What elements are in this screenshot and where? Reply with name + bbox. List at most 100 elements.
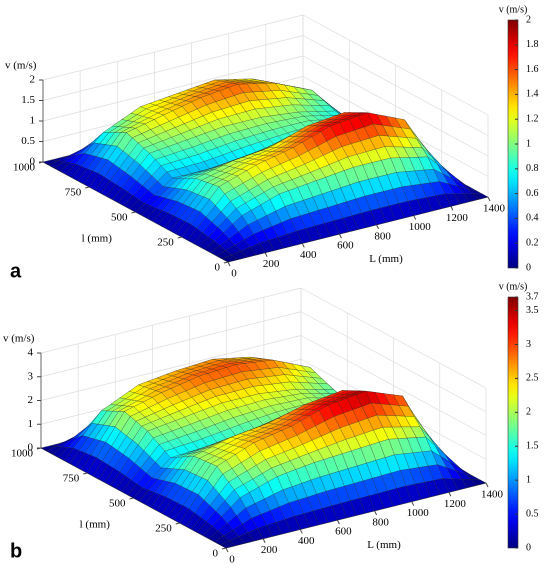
colorbar — [507, 296, 519, 549]
colorbar-tick-label: 0.6 — [526, 188, 539, 199]
x-tick — [374, 510, 378, 516]
colorbar-tick-label: 2 — [526, 14, 531, 25]
colorbar-tick-label: 1 — [526, 474, 531, 485]
x-tick-label: 0 — [229, 554, 235, 566]
x-tick-label: 200 — [261, 544, 278, 556]
x-tick-label: 1400 — [481, 489, 504, 501]
x-tick — [487, 196, 491, 202]
z-axis-label: v (m/s) — [5, 60, 37, 72]
x-tick-label: 800 — [372, 516, 389, 528]
x-tick-label: 1200 — [446, 212, 469, 224]
grid-line — [300, 335, 487, 436]
z-tick-label: 0 — [28, 442, 34, 454]
colorbar-label: v (m/s) — [499, 4, 528, 15]
colorbar-tick-label: 0.8 — [526, 163, 539, 174]
colorbar-tick-label: 3.7 — [526, 291, 539, 302]
colorbar-tick-label: 0 — [526, 262, 531, 273]
colorbar-tick-label: 1 — [526, 138, 531, 149]
colorbar-tick-label: 2 — [526, 407, 531, 418]
x-tick-label: 1000 — [407, 507, 430, 519]
x-tick — [413, 215, 417, 220]
colorbar-tick-label: 1.6 — [526, 64, 539, 75]
z-tick-label: 1 — [30, 115, 36, 127]
y-tick — [85, 186, 90, 189]
y-tick-label: 1000 — [11, 448, 34, 460]
colorbar-tick-label: 0.4 — [526, 213, 539, 224]
y-tick-label: 250 — [157, 237, 174, 249]
x-tick-label: 800 — [374, 230, 391, 242]
x-tick — [227, 261, 231, 267]
y-tick-label: 0 — [213, 548, 219, 560]
x-tick — [411, 501, 415, 506]
y-tick-label: 250 — [155, 523, 172, 535]
y-axis-label: l (mm) — [80, 519, 111, 531]
colorbar-tick-label: 1.8 — [526, 39, 539, 50]
colorbar-tick-label: 0 — [526, 542, 531, 553]
colorbar-label: v (m/s) — [499, 281, 528, 292]
x-axis-label: L (mm) — [369, 253, 403, 265]
x-tick — [301, 243, 305, 248]
y-tick-label: 1000 — [13, 162, 36, 174]
grid-line — [40, 335, 302, 401]
z-tick-label: 1.5 — [21, 94, 35, 106]
x-tick — [485, 482, 489, 488]
x-tick-label: 1200 — [444, 498, 467, 510]
y-tick — [221, 547, 227, 550]
surface-patch — [221, 254, 238, 263]
z-tick-label: 0.5 — [21, 135, 35, 147]
x-axis-label: L (mm) — [367, 539, 401, 551]
y-axis-label: l (mm) — [82, 233, 113, 245]
y-tick-label: 750 — [65, 187, 82, 199]
x-tick-label: 600 — [335, 526, 352, 538]
x-tick-label: 0 — [231, 268, 237, 280]
grid-line — [302, 14, 489, 116]
x-tick — [450, 206, 454, 211]
x-tick-label: 600 — [337, 240, 354, 252]
grid-line — [302, 55, 489, 157]
y-tick-label: 750 — [63, 473, 80, 485]
colorbar-tick-label: 3.5 — [526, 305, 539, 316]
z-tick-label: 2 — [28, 394, 34, 406]
panel-label: a — [10, 260, 22, 282]
x-tick-label: 400 — [298, 535, 315, 547]
colorbar-tick-label: 1.5 — [526, 441, 539, 452]
panel-label: b — [10, 540, 22, 562]
grid-line — [300, 287, 487, 389]
x-tick-label: 200 — [263, 258, 280, 270]
y-tick — [131, 211, 136, 214]
z-axis-label: v (m/s) — [3, 333, 35, 345]
x-tick — [299, 529, 303, 534]
x-tick — [262, 538, 266, 543]
x-tick-label: 1400 — [483, 203, 506, 215]
y-tick — [223, 261, 229, 264]
y-tick-label: 500 — [111, 212, 128, 224]
surface — [42, 78, 489, 263]
colorbar-tick-label: 0.2 — [526, 237, 539, 248]
grid-line — [40, 311, 302, 378]
y-tick — [175, 522, 180, 525]
x-tick — [448, 492, 452, 497]
x-tick-label: 400 — [300, 249, 317, 261]
grid-line — [42, 55, 304, 122]
x-tick-label: 1000 — [409, 221, 432, 233]
y-tick-label: 0 — [215, 262, 221, 274]
grid-line — [42, 35, 304, 101]
z-tick-label: 1 — [28, 418, 34, 430]
grid-line — [302, 35, 489, 136]
colorbar-tick-label: 1.2 — [526, 113, 539, 124]
grid-line — [42, 14, 304, 81]
z-tick-label: 3 — [28, 370, 34, 382]
y-tick — [177, 236, 182, 239]
colorbar-tick-label: 0.5 — [526, 508, 539, 519]
y-tick — [129, 497, 134, 500]
colorbar-tick-label: 1.4 — [526, 89, 539, 100]
colorbar-tick-label: 3 — [526, 339, 531, 350]
grid-line — [40, 287, 302, 354]
x-tick — [376, 224, 380, 230]
grid-line — [300, 311, 487, 413]
x-tick — [336, 519, 340, 525]
x-tick — [225, 547, 229, 553]
surface — [40, 356, 487, 549]
y-tick — [83, 472, 88, 475]
